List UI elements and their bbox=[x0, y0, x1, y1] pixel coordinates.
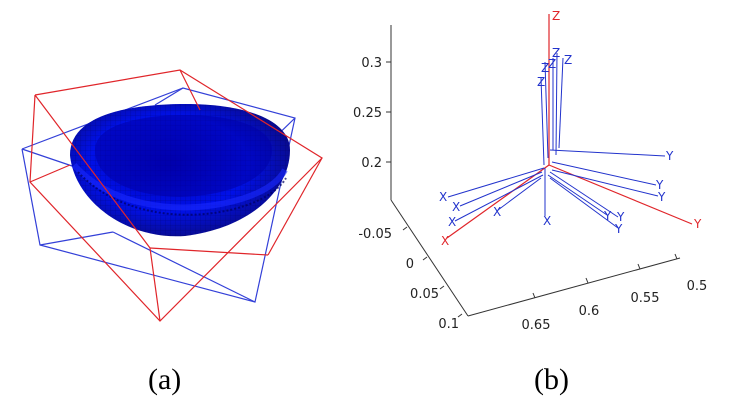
z-tick-labels: 0.3 0.25 0.2 bbox=[353, 56, 382, 171]
world-x-label: X bbox=[441, 234, 449, 248]
y-tick-labels: -0.05 0 0.05 0.1 bbox=[358, 227, 459, 332]
plot-axes bbox=[386, 25, 681, 318]
camera-x-label: X bbox=[439, 190, 447, 204]
red-bounding-box bbox=[29, 69, 323, 322]
z-tick-label: 0.2 bbox=[361, 156, 382, 171]
world-frame: Z Y X bbox=[441, 9, 702, 248]
camera-y-label: Y bbox=[657, 190, 666, 204]
camera-y-label: Y bbox=[603, 209, 612, 223]
camera-y-label: Y bbox=[614, 222, 623, 236]
camera-x-label: X bbox=[448, 215, 456, 229]
camera-y-label: Y bbox=[665, 149, 674, 163]
world-z-label: Z bbox=[552, 9, 560, 23]
camera-x-label: X bbox=[493, 205, 501, 219]
panel-b: 0.3 0.25 0.2 -0.05 0 0.05 0.1 0.65 0.6 0… bbox=[353, 9, 707, 396]
y-tick-label: -0.05 bbox=[358, 227, 392, 242]
camera-y-label: Y bbox=[616, 210, 625, 224]
bowl-point-cloud bbox=[70, 103, 290, 237]
y-tick-label: 0.05 bbox=[410, 287, 439, 302]
camera-z-label: Z bbox=[537, 75, 545, 89]
x-tick-label: 0.55 bbox=[631, 291, 660, 306]
camera-y-label: Y bbox=[655, 178, 664, 192]
camera-x-label: X bbox=[452, 200, 460, 214]
world-y-label: Y bbox=[693, 217, 702, 231]
camera-z-label: Z bbox=[552, 46, 560, 60]
x-tick-label: 0.6 bbox=[579, 304, 600, 319]
panel-a: (a) bbox=[21, 69, 323, 396]
camera-z-label: Z bbox=[541, 61, 549, 75]
panel-a-caption: (a) bbox=[148, 363, 181, 396]
camera-z-label: Z bbox=[548, 57, 556, 71]
x-tick-labels: 0.65 0.6 0.55 0.5 bbox=[522, 279, 708, 333]
y-tick-label: 0 bbox=[406, 257, 414, 272]
z-tick-label: 0.3 bbox=[361, 56, 382, 71]
camera-x-label: X bbox=[543, 214, 551, 228]
z-tick-label: 0.25 bbox=[353, 106, 382, 121]
panel-b-caption: (b) bbox=[534, 363, 569, 396]
x-tick-label: 0.65 bbox=[522, 318, 551, 333]
camera-z-label: Z bbox=[564, 53, 572, 67]
x-tick-label: 0.5 bbox=[687, 279, 708, 294]
y-tick-label: 0.1 bbox=[438, 317, 459, 332]
camera-frames: Z Z Z Z Z Y Y Y Y Y Y X X X X X bbox=[439, 46, 674, 236]
